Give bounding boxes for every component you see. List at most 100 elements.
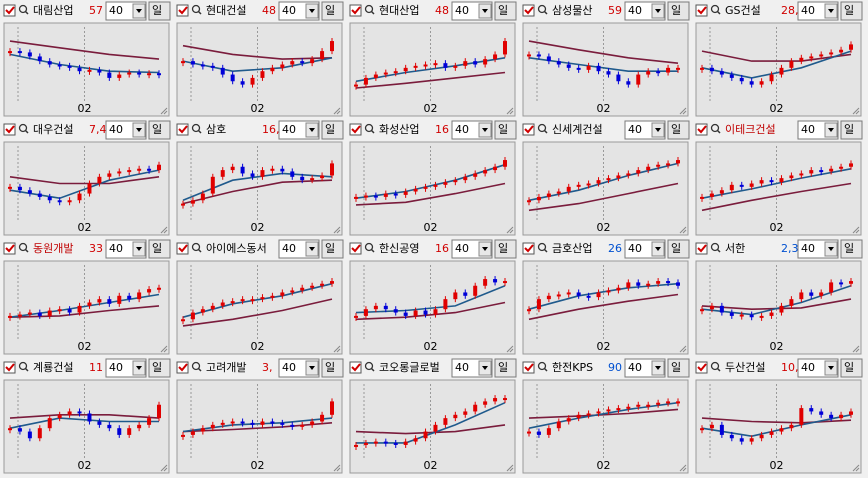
unit-button[interactable] (321, 358, 344, 378)
candle (493, 398, 498, 402)
unit-label: 일 (152, 360, 162, 374)
candle (503, 398, 507, 401)
candle (759, 180, 764, 184)
search-icon[interactable] (537, 123, 547, 133)
checkbox[interactable] (3, 242, 16, 255)
checkbox[interactable] (3, 361, 16, 374)
candle (606, 178, 611, 181)
candle (403, 312, 408, 316)
unit-button[interactable] (840, 358, 863, 378)
candle (443, 63, 448, 68)
period-value: 40 (282, 123, 296, 136)
search-icon[interactable] (18, 242, 28, 252)
search-icon[interactable] (18, 123, 28, 133)
checkbox[interactable] (349, 123, 362, 136)
unit-button[interactable] (667, 358, 690, 378)
candle (809, 408, 814, 412)
candle (789, 61, 794, 68)
stock-name: 동원개발 (33, 242, 73, 255)
period-value: 40 (801, 361, 815, 374)
checkbox[interactable] (3, 4, 16, 17)
checkbox[interactable] (349, 4, 362, 17)
checkbox[interactable] (522, 123, 535, 136)
unit-button[interactable] (840, 120, 863, 140)
unit-button[interactable] (667, 1, 690, 21)
unit-button[interactable] (148, 120, 171, 140)
checkbox[interactable] (176, 123, 189, 136)
candle (646, 283, 651, 286)
unit-button[interactable] (840, 239, 863, 259)
unit-button[interactable] (148, 1, 171, 21)
candle (330, 41, 334, 52)
search-icon[interactable] (191, 361, 201, 371)
candle (606, 409, 611, 412)
period-value: 40 (801, 242, 815, 255)
search-icon[interactable] (710, 4, 720, 14)
candle (606, 71, 611, 75)
checkbox[interactable] (522, 242, 535, 255)
candle (829, 282, 834, 293)
search-icon[interactable] (537, 361, 547, 371)
search-icon[interactable] (364, 361, 374, 371)
search-icon[interactable] (364, 4, 374, 14)
unit-button[interactable] (148, 239, 171, 259)
candle (97, 176, 102, 184)
unit-button[interactable] (321, 239, 344, 259)
candle (413, 438, 418, 442)
candle (157, 164, 161, 171)
arrow (655, 366, 661, 370)
search-icon[interactable] (537, 242, 547, 252)
candle (503, 41, 507, 55)
resize-grip (506, 107, 514, 115)
search-icon[interactable] (18, 361, 28, 371)
check (697, 6, 707, 15)
unit-button[interactable] (148, 358, 171, 378)
unit-button[interactable] (667, 239, 690, 259)
unit-button[interactable] (321, 1, 344, 21)
arrow (828, 9, 834, 13)
search-icon[interactable] (18, 4, 28, 14)
search-icon[interactable] (537, 4, 547, 14)
search-icon[interactable] (710, 242, 720, 252)
unit-button[interactable] (494, 1, 517, 21)
search-icon[interactable] (191, 242, 201, 252)
candle (616, 287, 621, 291)
chart-frame (176, 141, 343, 236)
checkbox[interactable] (176, 4, 189, 17)
checkbox[interactable] (349, 361, 362, 374)
checkbox[interactable] (695, 242, 708, 255)
checkbox[interactable] (695, 361, 708, 374)
check (697, 244, 707, 253)
resize-grip (333, 345, 341, 353)
unit-button[interactable] (840, 1, 863, 21)
checkbox[interactable] (522, 4, 535, 17)
period-value: 40 (109, 242, 123, 255)
unit-button[interactable] (494, 120, 517, 140)
unit-button[interactable] (321, 120, 344, 140)
candle (230, 74, 235, 82)
candle (57, 309, 62, 312)
checkbox[interactable] (176, 361, 189, 374)
search-icon[interactable] (364, 242, 374, 252)
checkbox[interactable] (349, 242, 362, 255)
checkbox[interactable] (695, 4, 708, 17)
search-icon[interactable] (710, 361, 720, 371)
checkbox[interactable] (522, 361, 535, 374)
search-icon[interactable] (364, 123, 374, 133)
unit-button[interactable] (667, 120, 690, 140)
candle (230, 301, 235, 304)
unit-button[interactable] (494, 358, 517, 378)
period-value: 40 (109, 4, 123, 17)
search-icon[interactable] (191, 123, 201, 133)
candle (423, 310, 428, 315)
candle (403, 67, 408, 72)
search-icon[interactable] (191, 4, 201, 14)
candle (47, 61, 52, 65)
unit-button[interactable] (494, 239, 517, 259)
candle (576, 67, 581, 70)
search-icon[interactable] (710, 123, 720, 133)
checkbox[interactable] (176, 242, 189, 255)
checkbox[interactable] (695, 123, 708, 136)
checkbox[interactable] (3, 123, 16, 136)
candle (493, 279, 498, 283)
